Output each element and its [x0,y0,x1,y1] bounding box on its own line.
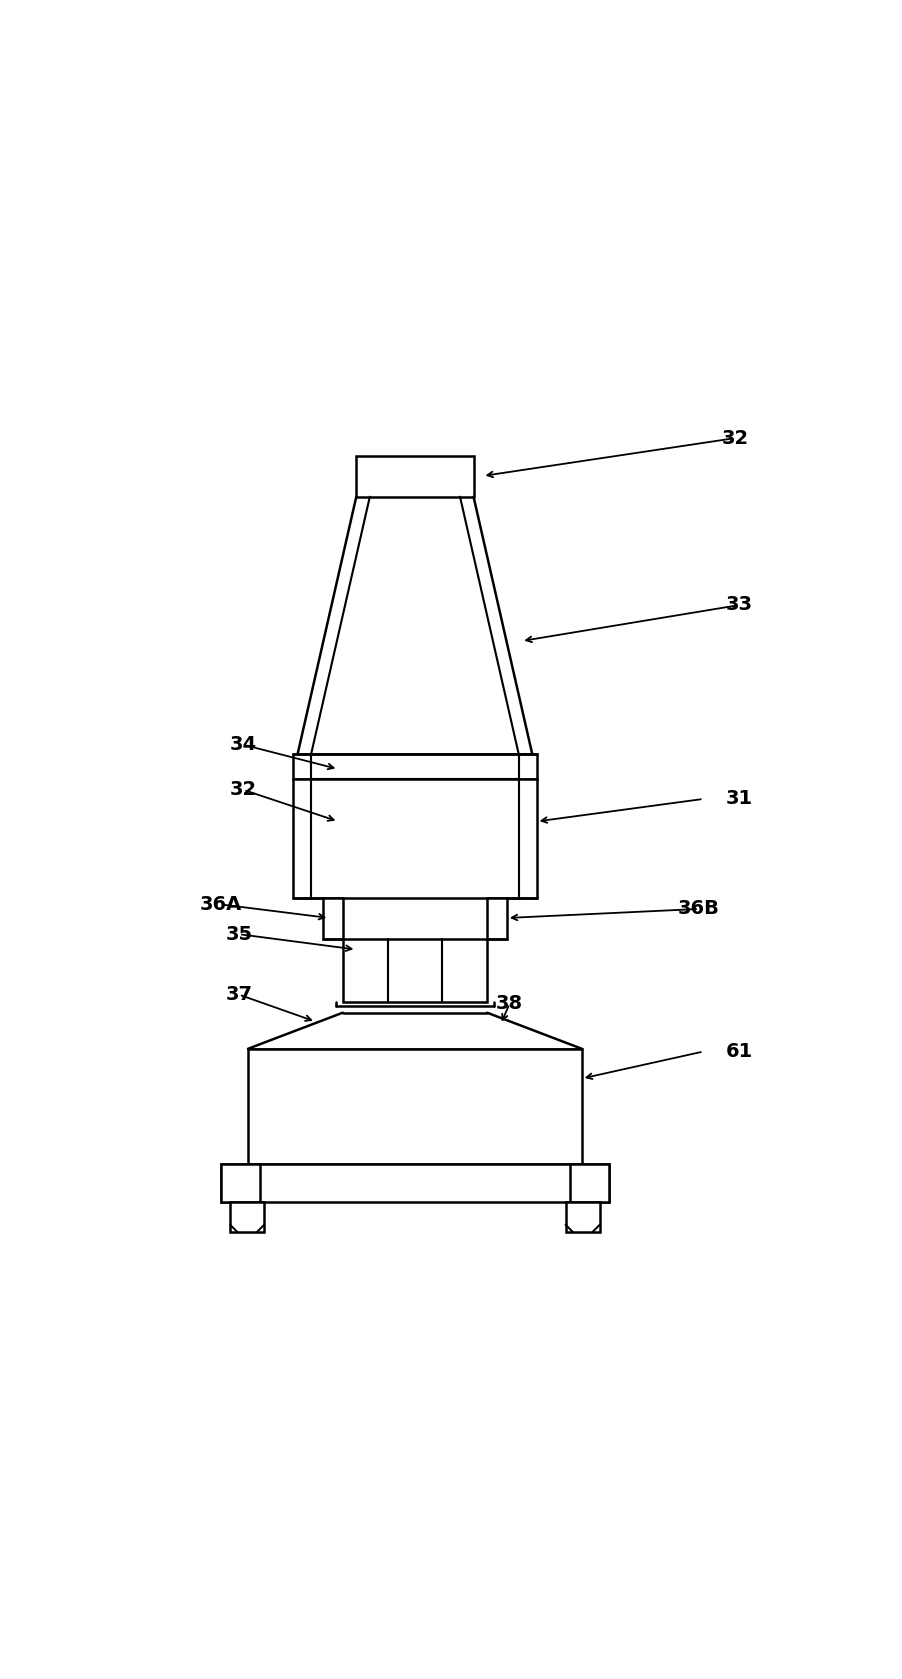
Bar [570,1164,609,1202]
Text: 36B: 36B [678,900,720,918]
Text: 38: 38 [496,994,523,1012]
Text: 32: 32 [722,428,749,448]
Bar [323,898,343,939]
Text: 32: 32 [230,781,257,799]
Bar [343,939,487,1002]
Text: 31: 31 [726,789,753,808]
Bar [566,1202,600,1232]
Bar [221,1164,260,1202]
Bar [248,1049,582,1164]
Bar [356,457,474,497]
Text: 34: 34 [230,735,257,754]
Text: 37: 37 [226,986,253,1004]
Bar [221,1164,609,1202]
Text: 61: 61 [726,1043,753,1061]
Text: 33: 33 [726,596,753,615]
Text: 36A: 36A [200,895,242,913]
Bar [293,779,537,898]
Bar [487,898,507,939]
Text: 35: 35 [226,925,253,944]
Bar [293,754,537,779]
Bar [230,1202,264,1232]
